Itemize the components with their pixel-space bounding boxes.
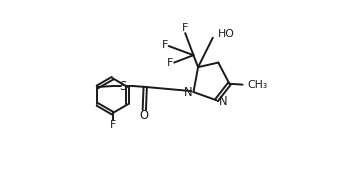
Text: F: F	[182, 23, 188, 33]
Text: N: N	[219, 95, 227, 108]
Text: HO: HO	[218, 29, 235, 39]
Text: F: F	[166, 59, 173, 68]
Text: S: S	[120, 79, 127, 93]
Text: CH₃: CH₃	[247, 80, 268, 90]
Text: N: N	[184, 86, 193, 99]
Text: F: F	[109, 120, 116, 130]
Text: F: F	[162, 40, 168, 50]
Text: O: O	[140, 109, 149, 122]
